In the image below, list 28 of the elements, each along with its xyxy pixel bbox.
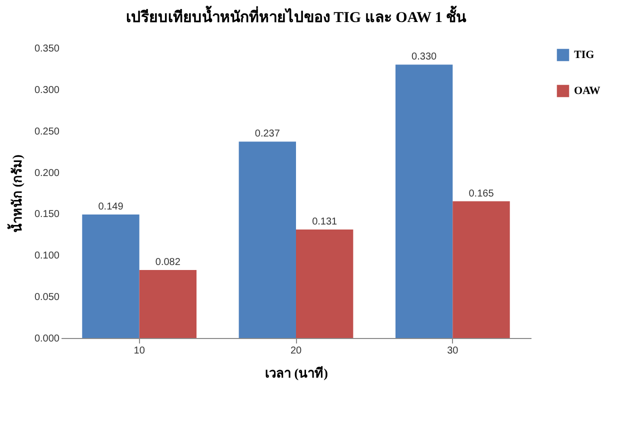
data-label: 0.082 — [155, 257, 181, 268]
y-tick-label: 0.300 — [34, 84, 60, 96]
y-axis-title: น้ำหนัก (กรัม) — [6, 154, 24, 232]
chart-title: เปรียบเทียบน้ำหนักที่หายไปของ TIG และ OAW 1 ชั้น — [126, 5, 468, 26]
bar — [296, 229, 354, 338]
bar — [395, 64, 453, 338]
y-tick-label: 0.100 — [34, 250, 60, 262]
data-label: 0.330 — [412, 52, 438, 63]
y-tick-label: 0.150 — [34, 209, 60, 220]
y-tick-label: 0.050 — [34, 292, 60, 304]
legend-label: OAW — [574, 85, 600, 97]
y-tick-label: 0.250 — [34, 126, 60, 138]
x-axis-title: เวลา (นาที) — [265, 366, 328, 380]
x-tick-label: 10 — [134, 346, 146, 356]
bar — [82, 214, 140, 338]
data-label: 0.237 — [254, 128, 280, 140]
y-tick-label: 0.200 — [34, 168, 60, 179]
x-tick-label: 20 — [290, 346, 302, 356]
y-tick-label: 0.350 — [34, 44, 60, 54]
data-label: 0.149 — [98, 202, 124, 213]
x-tick-label: 30 — [447, 346, 459, 356]
data-label: 0.165 — [468, 188, 494, 200]
legend-label: TIG — [574, 49, 595, 61]
bar — [452, 201, 510, 338]
bar — [238, 142, 296, 338]
bar — [139, 270, 197, 338]
data-label: 0.131 — [312, 216, 338, 228]
y-tick-label: 0.000 — [34, 334, 60, 344]
